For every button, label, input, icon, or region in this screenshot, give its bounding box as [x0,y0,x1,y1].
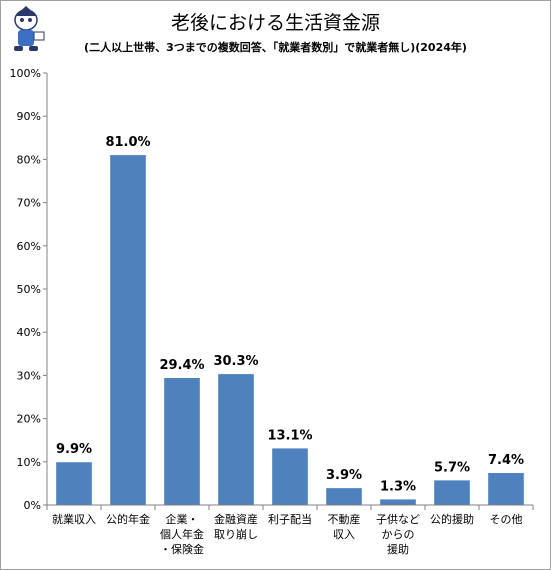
chart-subtitle: (二人以上世帯、3つまでの複数回答、「就業者数別」で就業者無し)(2024年) [84,41,467,54]
y-tick-label: 10% [17,456,41,469]
mascot-logo [14,6,45,51]
x-tick-label: 援助 [387,542,409,556]
bar [380,499,416,505]
bar [488,473,524,505]
y-tick-label: 30% [17,369,41,382]
x-tick-label: 金融資産 [214,512,258,526]
bar [110,155,146,505]
bar [164,377,200,505]
x-tick-label: その他 [490,513,523,526]
data-label: 30.3% [213,354,258,369]
data-label: 29.4% [159,358,204,373]
x-tick-label: 就業収入 [52,512,96,526]
x-tick-label: 公的年金 [106,512,150,526]
bar [326,488,362,505]
bar [272,448,308,505]
y-tick-label: 40% [17,326,41,339]
bar [218,374,254,505]
x-tick-label: ・保険金 [160,542,204,556]
y-tick-label: 100% [10,67,41,80]
y-axis: 0% 10% 20% 30% 40% 50% 60% 70% 80% 90% 100% [10,67,48,512]
bar [434,480,470,505]
chart-title: 老後における生活資金源 [170,12,380,34]
y-tick-label: 60% [17,240,41,253]
y-tick-label: 70% [17,197,41,210]
bars: 9.9% 81.0% 29.4% 30.3% 13.1% 3.9% 1.3% 5.7% 7.4% [56,135,524,505]
data-label: 81.0% [105,135,150,150]
x-tick-label: 個人年金 [160,527,204,541]
x-tick-label: 公的援助 [430,512,474,526]
y-tick-label: 0% [24,499,41,512]
data-label: 5.7% [434,460,470,475]
y-tick-label: 20% [17,413,41,426]
data-label: 3.9% [326,468,362,483]
y-tick-label: 90% [17,110,41,123]
x-tick-label: 収入 [333,528,355,541]
x-tick-label: 子供など [376,512,420,526]
y-tick-label: 50% [17,283,41,296]
y-tick-label: 80% [17,153,41,166]
x-tick-label: 利子配当 [268,512,312,526]
x-tick-label: からの [382,528,415,541]
data-label: 1.3% [380,479,416,494]
data-label: 13.1% [267,428,312,443]
bar [56,462,92,505]
x-tick-label: 企業・ [166,512,199,526]
data-label: 9.9% [56,442,92,457]
data-label: 7.4% [488,453,524,468]
x-tick-label: 取り崩し [214,527,258,541]
x-tick-label: 不動産 [328,512,361,526]
